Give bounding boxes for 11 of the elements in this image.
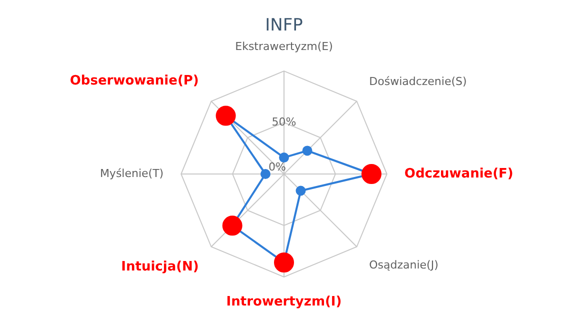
spoke-label: Ekstrawertyzm(E) [235,40,333,53]
spoke-label: Obserwowanie(P) [70,73,199,88]
y-tick-label: 50% [272,115,296,128]
chart-title: INFP [265,16,303,36]
spoke-label: Intuicja(N) [121,259,199,274]
spoke-label: Osądzanie(J) [369,258,438,272]
spoke-label: Doświadczenie(S) [369,75,467,88]
y-tick-label: 0% [268,160,286,174]
spoke-label: Myślenie(T) [100,166,164,180]
spoke-label: Introwertyzm(I) [226,294,342,310]
spoke-label: Odczuwanie(F) [404,166,514,182]
